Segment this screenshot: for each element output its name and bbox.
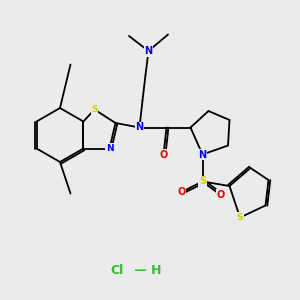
Text: O: O — [159, 149, 168, 160]
Text: N: N — [144, 46, 153, 56]
Text: N: N — [135, 122, 144, 133]
Text: O: O — [177, 187, 186, 197]
Text: O: O — [216, 190, 225, 200]
Text: S: S — [199, 176, 206, 187]
Text: S: S — [91, 105, 98, 114]
Text: S: S — [237, 213, 243, 222]
Text: N: N — [106, 144, 113, 153]
Text: N: N — [198, 149, 207, 160]
Text: — H: — H — [130, 263, 162, 277]
Text: Cl: Cl — [110, 263, 124, 277]
